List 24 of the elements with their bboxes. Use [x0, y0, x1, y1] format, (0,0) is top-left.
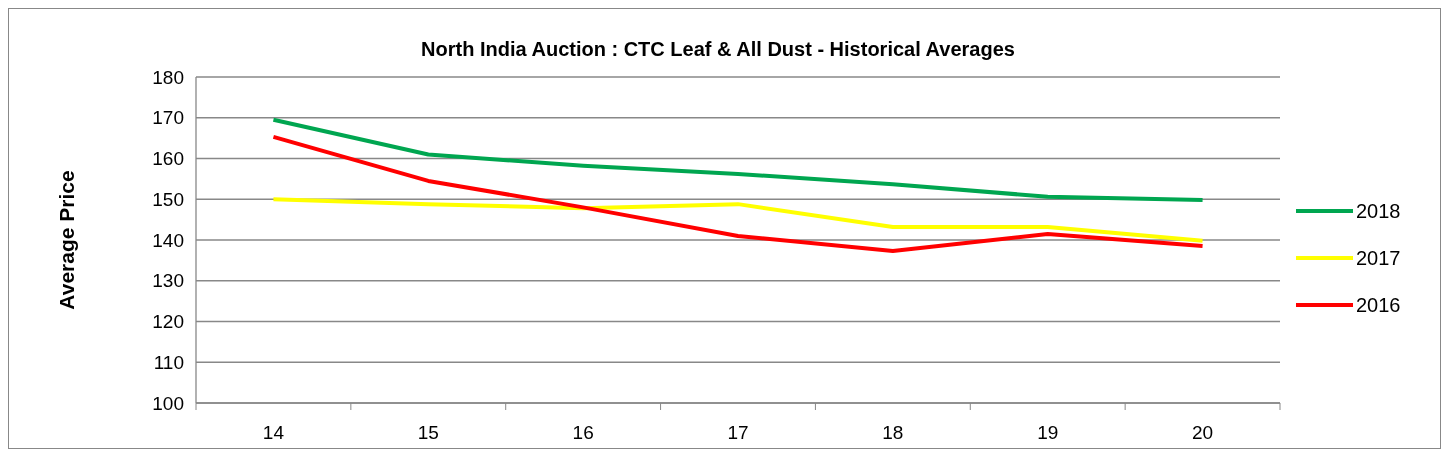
x-tick-label: 15: [417, 422, 439, 443]
y-tick-label: 120: [152, 311, 184, 333]
y-tick-label: 180: [152, 66, 184, 88]
y-axis-title: Average Price: [55, 170, 78, 310]
line-series: [271, 134, 1205, 253]
x-tick-label: 18: [882, 422, 904, 443]
x-tick-label: 16: [572, 422, 594, 443]
line-series: [271, 117, 1205, 203]
y-tick-label: 150: [152, 188, 184, 210]
y-tick-label: 140: [152, 229, 184, 251]
legend-label: 2016: [1356, 294, 1401, 316]
x-tick-label: 17: [727, 422, 749, 443]
chart-title: North India Auction : CTC Leaf & All Dust - Historical Averages: [421, 38, 1015, 60]
y-tick-label: 110: [153, 351, 184, 373]
line-series: [271, 197, 1205, 243]
y-tick-label: 160: [152, 148, 184, 170]
y-tick-label: 170: [152, 107, 184, 129]
y-tick-label: 100: [152, 392, 184, 414]
x-tick-label: 14: [262, 422, 285, 443]
legend-label: 2017: [1356, 247, 1401, 269]
y-tick-label: 130: [152, 270, 184, 292]
legend-label: 2018: [1356, 200, 1401, 222]
x-tick-label: 20: [1192, 422, 1214, 443]
x-tick-label: 19: [1037, 422, 1059, 443]
